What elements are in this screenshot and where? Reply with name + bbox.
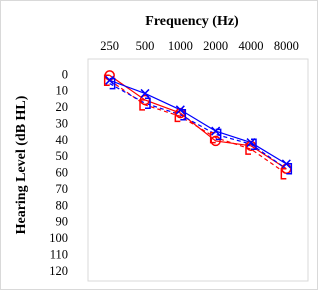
y-tick-label: 90 [56,215,69,229]
marker [281,159,291,169]
marker [180,108,187,121]
marker [175,105,185,115]
x-tick-label: 500 [136,39,155,53]
series-line [109,83,287,170]
marker [215,128,222,141]
marker [109,77,116,90]
marker [251,138,257,150]
y-axis-title: Hearing Level (dB HL) [14,95,29,234]
chart-title: Frequency (Hz) [145,14,239,29]
y-tick-label: 30 [56,116,69,130]
marker [280,167,287,180]
x-tick-label: 1000 [168,39,193,53]
y-tick-label: 40 [56,133,69,147]
marker [211,126,221,136]
x-tick-label: 4000 [239,39,264,53]
y-tick-label: 110 [50,247,68,261]
y-tick-label: 50 [56,149,69,163]
y-tick-label: 60 [56,166,69,180]
y-tick-label: 100 [49,231,68,245]
x-tick-label: 2000 [203,39,228,53]
plot-area [87,58,309,282]
y-tick-label: 70 [56,182,69,196]
y-tick-label: 20 [56,100,69,114]
marker [139,99,145,111]
y-tick-label: 0 [62,67,68,81]
series-line [109,79,287,175]
y-tick-label: 10 [56,84,69,98]
x-tick-label: 250 [100,39,119,53]
y-tick-label: 120 [49,264,68,278]
y-tick-label: 80 [56,198,69,212]
series-line [109,79,287,165]
marker [140,88,150,98]
marker [286,163,293,175]
x-tick-label: 8000 [274,39,299,53]
marker [103,74,110,87]
marker [145,97,151,109]
marker [105,75,115,85]
